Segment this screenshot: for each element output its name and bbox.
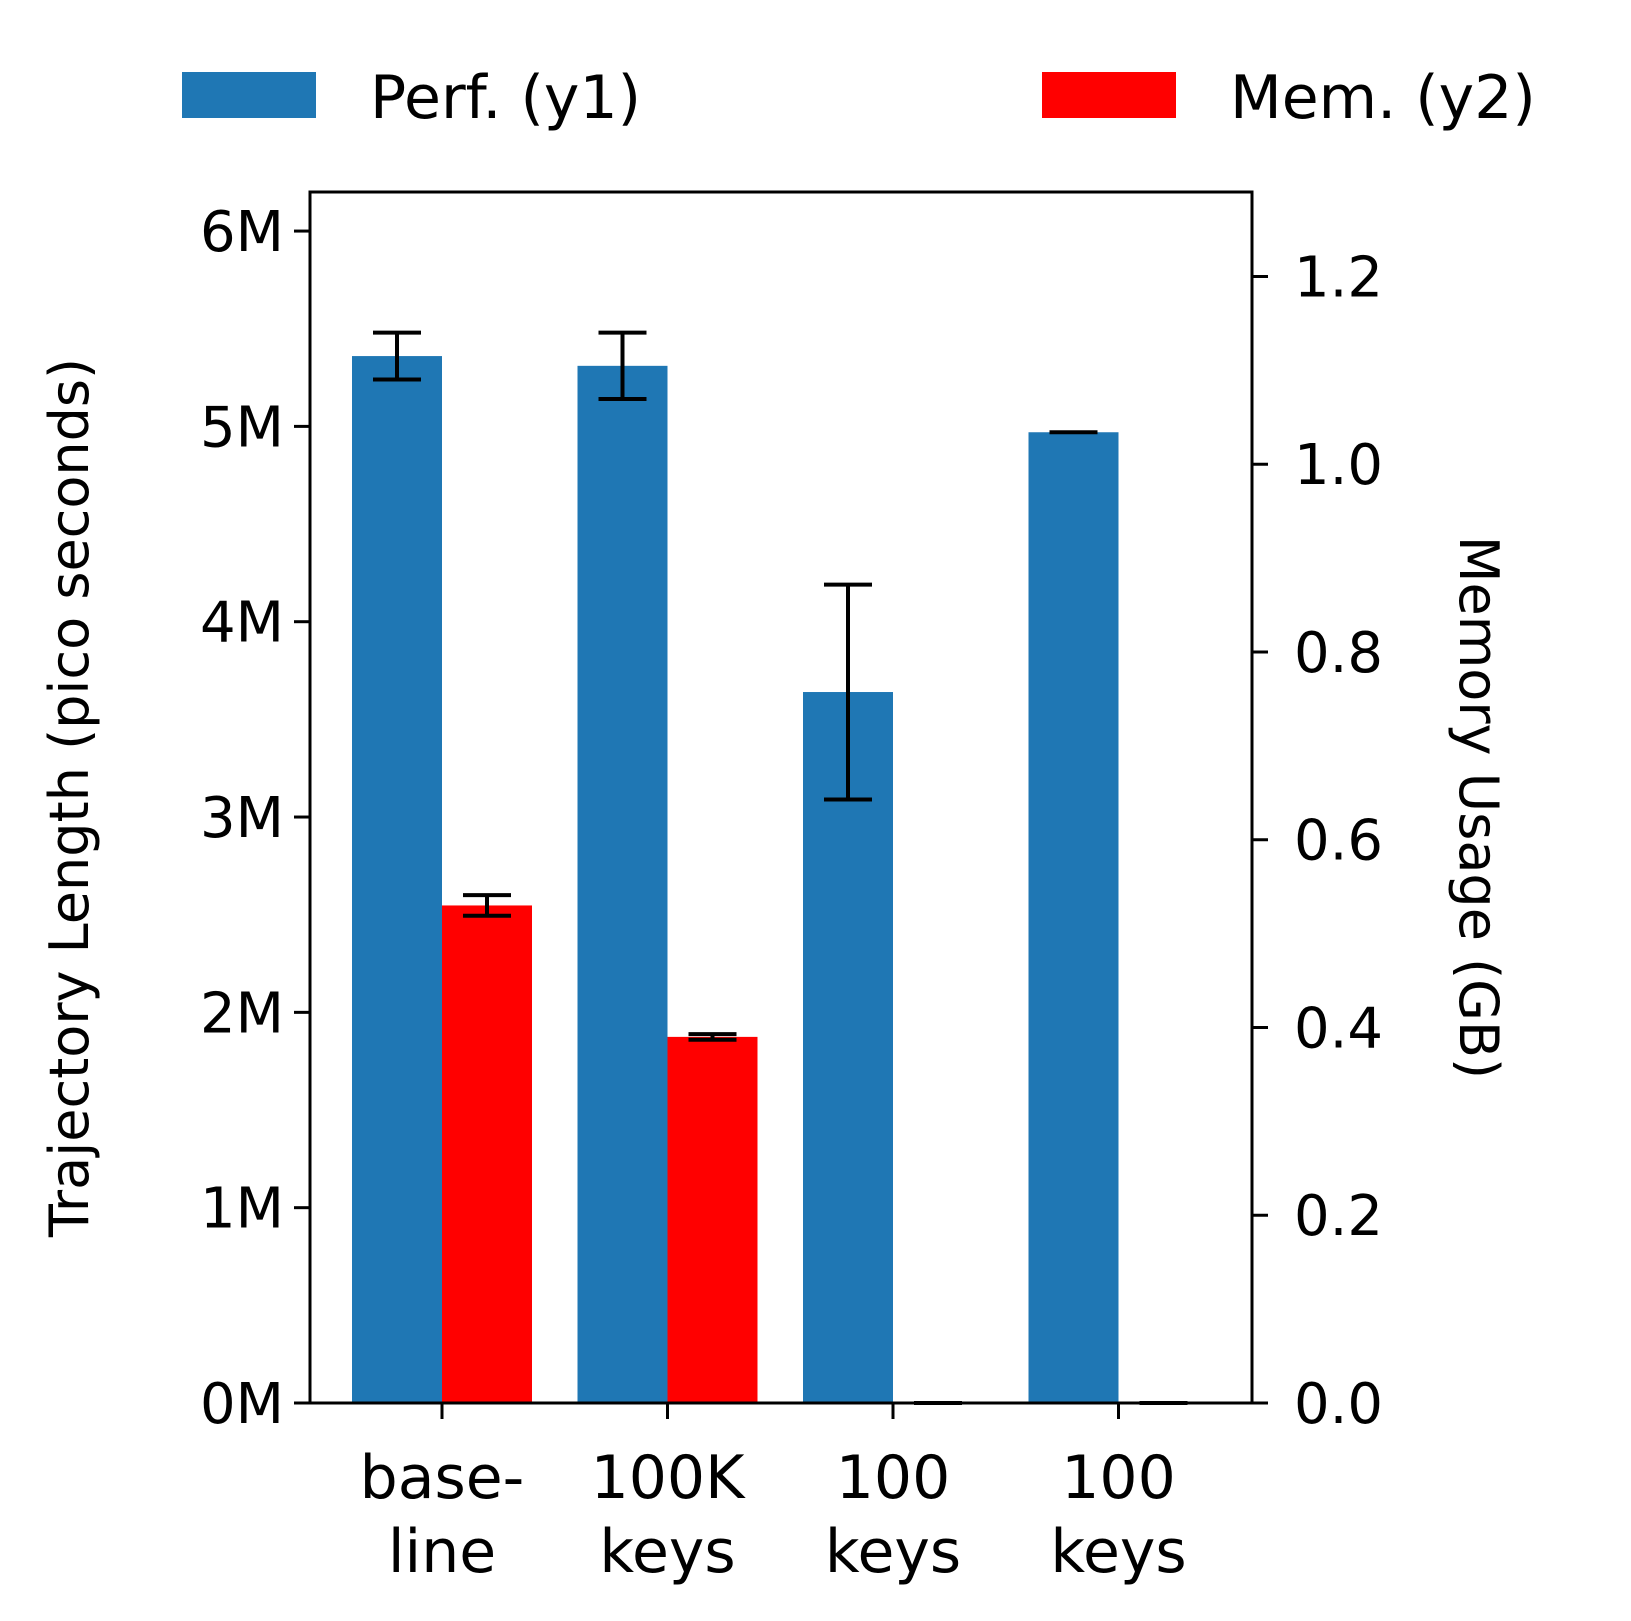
y1-tick-label-0: 0M <box>200 1372 284 1437</box>
plot-frame <box>308 190 1254 1405</box>
x-tick-label-2: 100 keys <box>825 1443 961 1587</box>
bars <box>352 356 1119 1404</box>
legend-swatch-0 <box>182 72 316 118</box>
perf-errorbar-1 <box>598 330 647 402</box>
x-axis: base-line 100K keys 100 keys 100 keys <box>360 1403 1187 1587</box>
perf-errorbar-2 <box>824 582 872 802</box>
perf-bar-0 <box>352 356 442 1404</box>
y1-tick-label-4: 4M <box>200 591 284 656</box>
legend-swatch-1 <box>1042 72 1176 118</box>
perf-bar-3 <box>1028 432 1119 1403</box>
y2-tick-label-1: 0.2 <box>1294 1184 1383 1249</box>
y1-axis: 0M 1M 2M 3M 4M 5M 6M <box>200 200 310 1437</box>
mem-errorbar-1 <box>688 1032 737 1042</box>
y2-tick-label-4: 0.8 <box>1294 621 1383 686</box>
y1-tick-label-5: 5M <box>200 395 284 460</box>
y1-axis-label: Trajectory Length (pico seconds) <box>38 358 101 1238</box>
legend-item-1: Mem. (y2) <box>1042 63 1536 133</box>
mem-bar-1 <box>667 1036 758 1403</box>
y1-tick-label-2: 2M <box>200 981 284 1046</box>
y2-axis: 0.0 0.2 0.4 0.6 0.8 1.0 1.2 <box>1252 245 1383 1437</box>
x-tick-label-0: base-line <box>360 1443 525 1587</box>
perf-errorbar-0 <box>373 330 421 382</box>
y1-tick-label-3: 3M <box>200 786 284 851</box>
x-tick-label-3: 100 keys <box>1050 1443 1186 1587</box>
legend-label-1: Mem. (y2) <box>1230 63 1536 133</box>
perf-bar-2 <box>803 692 893 1403</box>
mem-bar-0 <box>442 905 532 1403</box>
perf-bar-1 <box>577 365 668 1403</box>
y1-tick-label-1: 1M <box>200 1177 284 1242</box>
legend: Perf. (y1) Mem. (y2) <box>182 63 1536 133</box>
mem-errorbar-0 <box>463 893 511 918</box>
legend-label-0: Perf. (y1) <box>370 63 641 133</box>
y1-tick-label-6: 6M <box>200 200 284 265</box>
y2-tick-label-2: 0.4 <box>1294 996 1383 1061</box>
legend-item-0: Perf. (y1) <box>182 63 641 133</box>
error-bars <box>373 330 1188 1405</box>
y2-tick-label-6: 1.2 <box>1294 245 1383 310</box>
y2-tick-label-0: 0.0 <box>1294 1372 1383 1437</box>
x-tick-label-1: 100K keys <box>591 1443 747 1587</box>
y2-tick-label-3: 0.6 <box>1294 809 1383 874</box>
y2-tick-label-5: 1.0 <box>1294 433 1383 498</box>
y2-axis-label: Memory Usage (GB) <box>1447 536 1510 1079</box>
